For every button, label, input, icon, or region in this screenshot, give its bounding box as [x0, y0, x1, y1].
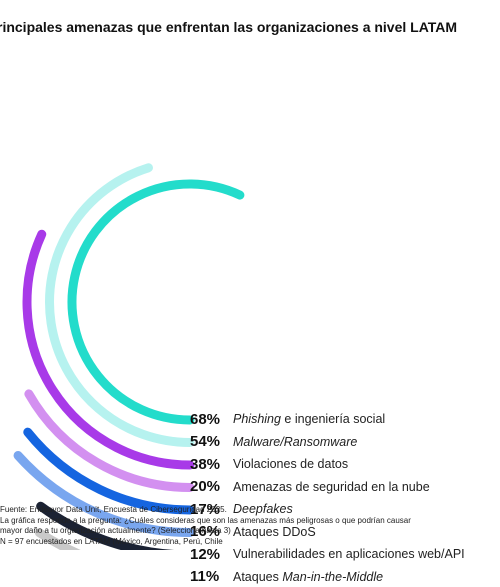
- value-label-0: 68%: [190, 410, 221, 428]
- arc-2: [22, 229, 195, 470]
- arc-3: [24, 389, 195, 492]
- arc-0: [67, 179, 245, 425]
- value-label-3: 20%: [190, 478, 221, 496]
- series-row-6: 12% Vulnerabilidades en aplicaciones web/…: [190, 544, 465, 564]
- footnotes: Fuente: Endeavor Data Unit, Encuesta de …: [0, 505, 500, 547]
- arc-5: [13, 451, 195, 537]
- series-label-1: Malware/Ransomware: [233, 434, 358, 449]
- series-label-3: Amenazas de seguridad en la nube: [233, 479, 430, 494]
- series-row-4: 17% Deepfakes: [190, 499, 293, 519]
- value-label-4: 17%: [190, 500, 221, 518]
- series-row-0: 68% Phishing e ingeniería social: [190, 409, 385, 429]
- value-label-5: 16%: [190, 523, 221, 541]
- series-row-3: 20% Amenazas de seguridad en la nube: [190, 477, 430, 497]
- series-label-5: Ataques DDoS: [233, 524, 316, 539]
- footnote-sample: N = 97 encuestados en LATAM (México, Arg…: [0, 536, 223, 546]
- chart-title: rincipales amenazas que enfrentan las or…: [0, 19, 458, 35]
- series-label-6: Vulnerabilidades en aplicaciones web/API: [233, 547, 465, 562]
- series-row-7: 11% Ataques Man-in-the-Middle: [190, 567, 383, 587]
- chart-labels: 68% Phishing e ingeniería social 54% Malwar…: [190, 409, 465, 586]
- series-label-0: Phishing e ingeniería social: [233, 412, 386, 427]
- arc-4: [23, 427, 195, 515]
- series-label-7: Ataques Man-in-the-Middle: [233, 569, 384, 584]
- series-row-2: 38% Violaciones de datos: [190, 454, 348, 474]
- series-row-1: 54% Malware/Ransomware: [190, 432, 357, 452]
- footnote-source: Fuente: Endeavor Data Unit, Encuesta de …: [0, 505, 227, 514]
- footnote-question: La gráfica responde a la pregunta: ¿Cuál…: [0, 515, 411, 525]
- series-row-5: 16% Ataques DDoS: [190, 522, 316, 542]
- arc-6: [36, 501, 176, 550]
- value-label-1: 54%: [190, 433, 221, 451]
- value-label-2: 38%: [190, 455, 221, 473]
- value-label-6: 12%: [190, 545, 221, 563]
- arc-7: [34, 528, 81, 550]
- value-label-7: 11%: [190, 568, 220, 586]
- series-label-2: Violaciones de datos: [233, 457, 349, 472]
- footnote-question-cont: mayor daño a tu organización actualmente…: [0, 526, 231, 535]
- radial-bar-chart: [13, 163, 245, 550]
- series-label-4: Deepfakes: [233, 502, 293, 517]
- arc-1: [45, 163, 195, 447]
